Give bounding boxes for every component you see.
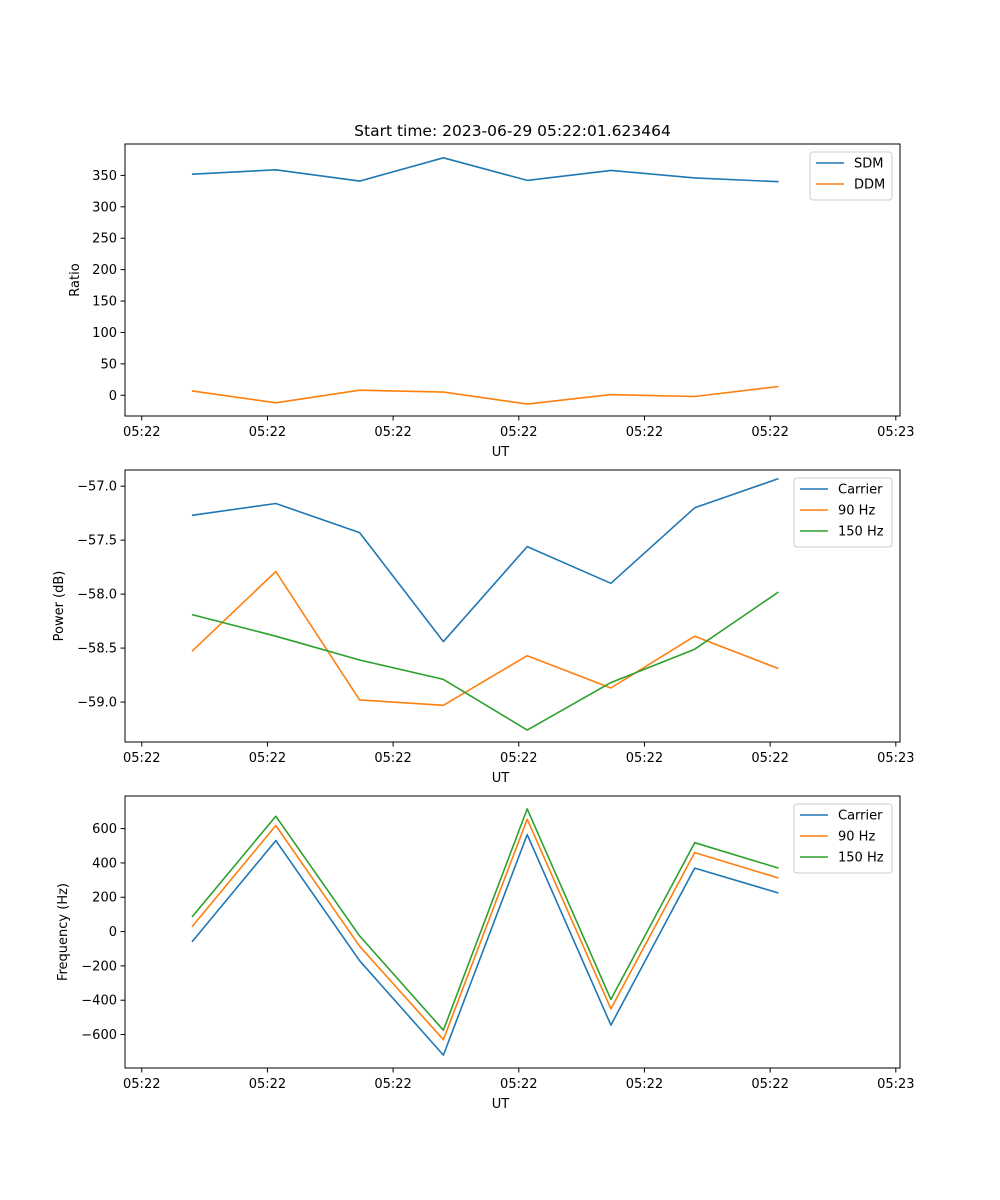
x-tick-label: 05:22	[374, 425, 411, 440]
y-tick-label: −58.0	[77, 588, 117, 603]
y-tick-label: 100	[92, 326, 117, 341]
series-line-carrier	[191, 833, 779, 1056]
y-axis-label: Frequency (Hz)	[56, 883, 71, 981]
y-tick-label: 200	[92, 891, 117, 906]
legend-box	[793, 803, 893, 874]
y-tick-label: 0	[109, 389, 117, 404]
x-tick-label: 05:22	[500, 751, 537, 766]
series-line-carrier	[191, 477, 779, 643]
x-tick-label: 05:22	[751, 1077, 788, 1092]
y-tick-label: −59.0	[77, 696, 117, 711]
y-tick-label: 600	[92, 822, 117, 837]
legend-label: DDM	[854, 178, 885, 193]
legend: SDM DDM	[809, 151, 893, 201]
legend-label: SDM	[854, 157, 883, 172]
legend-label: 150 Hz	[838, 851, 884, 866]
chart-title: Start time: 2023-06-29 05:22:01.623464	[354, 122, 671, 140]
x-tick-label: 05:22	[751, 751, 788, 766]
x-tick-label: 05:22	[249, 1077, 286, 1092]
x-tick-label: 05:22	[626, 1077, 663, 1092]
chart-panel-3: 05:22 05:22 05:22 05:22 05:22 05:22 05:23 −600 −…	[56, 795, 915, 1112]
x-tick-label: 05:22	[374, 1077, 411, 1092]
y-tick-label: −57.5	[77, 534, 117, 549]
y-tick-label: 50	[100, 357, 117, 372]
x-tick-label: 05:22	[751, 425, 788, 440]
legend: Carrier 90 Hz 150 Hz	[793, 803, 893, 874]
x-tick-label: 05:23	[877, 1077, 914, 1092]
x-tick-label: 05:22	[500, 425, 537, 440]
y-tick-label: 0	[109, 925, 117, 940]
y-tick-label: 200	[92, 263, 117, 278]
y-tick-label: 350	[92, 169, 117, 184]
legend-label: 90 Hz	[838, 830, 875, 845]
y-tick-label: −58.5	[77, 642, 117, 657]
x-tick-label: 05:22	[249, 751, 286, 766]
legend-label: Carrier	[838, 809, 883, 824]
legend-box	[809, 151, 893, 201]
axes-frame	[124, 469, 901, 743]
series-line-90-hz	[191, 570, 779, 707]
x-tick-label: 05:22	[626, 751, 663, 766]
x-axis-label: UT	[492, 1097, 510, 1112]
chart-panel-1: 05:22 05:22 05:22 05:22 05:22 05:22 05:23 0 50 10…	[68, 143, 915, 460]
chart-panel-2: 05:22 05:22 05:22 05:22 05:22 05:22 05:23 −59.0…	[52, 469, 915, 786]
legend-label: Carrier	[838, 483, 883, 498]
series-line-sdm	[191, 157, 779, 183]
legend-box	[793, 477, 893, 548]
x-tick-label: 05:22	[123, 751, 160, 766]
x-tick-label: 05:22	[249, 425, 286, 440]
chart-panels: 05:22 05:22 05:22 05:22 05:22 05:22 05:23 0 50 10…	[52, 143, 915, 1112]
y-tick-label: 400	[92, 856, 117, 871]
x-tick-label: 05:23	[877, 751, 914, 766]
y-axis-label: Ratio	[68, 263, 83, 296]
y-tick-label: −200	[81, 959, 117, 974]
series-line-ddm	[191, 385, 779, 405]
y-axis-label: Power (dB)	[52, 571, 67, 642]
x-axis-label: UT	[492, 771, 510, 786]
y-tick-label: −400	[81, 994, 117, 1009]
legend-label: 90 Hz	[838, 504, 875, 519]
x-tick-label: 05:22	[123, 1077, 160, 1092]
y-tick-label: 250	[92, 232, 117, 247]
y-tick-label: −57.0	[77, 480, 117, 495]
y-tick-label: 300	[92, 200, 117, 215]
x-axis-label: UT	[492, 445, 510, 460]
x-tick-label: 05:23	[877, 425, 914, 440]
series-line-90-hz	[191, 818, 779, 1041]
x-tick-label: 05:22	[500, 1077, 537, 1092]
series-line-150-hz	[191, 591, 779, 731]
series-line-150-hz	[191, 808, 779, 1031]
x-tick-label: 05:22	[374, 751, 411, 766]
axes-frame	[124, 143, 901, 417]
legend-label: 150 Hz	[838, 525, 884, 540]
legend: Carrier 90 Hz 150 Hz	[793, 477, 893, 548]
x-tick-label: 05:22	[626, 425, 663, 440]
y-tick-label: −600	[81, 1028, 117, 1043]
x-tick-label: 05:22	[123, 425, 160, 440]
y-tick-label: 150	[92, 295, 117, 310]
